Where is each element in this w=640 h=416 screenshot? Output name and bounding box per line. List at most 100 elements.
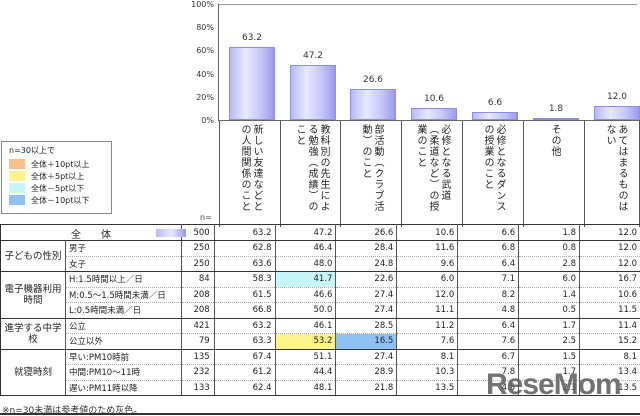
- value-cell: 27.4: [335, 302, 397, 319]
- legend-swatch: [9, 183, 25, 193]
- bar-value-label: 10.6: [423, 93, 445, 104]
- column-header: その他: [523, 121, 584, 227]
- bar-value-label: 6.6: [487, 98, 503, 109]
- legend-label: 全体＋5pt以上: [31, 171, 85, 181]
- value-cell: 10.6: [579, 287, 640, 303]
- table-row: 就寝時刻 早い:PM10時前 135 67.4 51.1 27.4 8.1 6.7 1.5 8.1: [0, 349, 640, 396]
- value-cell: 53.2: [274, 333, 336, 350]
- legend-item: 全体＋5pt以上: [9, 170, 111, 182]
- value-cell: 2.3: [518, 380, 580, 396]
- y-tick: 20%: [196, 93, 214, 102]
- n-value: 135: [180, 349, 215, 365]
- value-cell: 63.2: [213, 224, 276, 241]
- value-cell: 1.7: [518, 318, 580, 334]
- value-cell: 0.8: [518, 240, 580, 257]
- row-label: 公立: [65, 318, 182, 334]
- bar: [350, 89, 396, 120]
- value-cell: 12.0: [579, 224, 640, 241]
- column-header: 教科別の先生による勉強（成績）のこと: [280, 121, 341, 227]
- value-cell: 48.1: [274, 380, 336, 396]
- group-label: 就寝時刻: [0, 349, 67, 396]
- n-value: 84: [180, 271, 215, 288]
- value-cell: 6.4: [457, 318, 519, 334]
- value-cell: 6.7: [457, 349, 519, 365]
- value-cell: 4.8: [457, 302, 519, 319]
- n-value: 232: [180, 364, 215, 381]
- table-row: 進学する中学校 公立 421 63.2 46.1 28.5 11.2 6.4 1.7 11.4: [0, 318, 640, 350]
- table-row: 電子機器利用時間 H:1.5時間以上／日 84 58.3 41.7 22.6 6.0 7.1 6…: [0, 271, 640, 319]
- value-cell: 7.6: [457, 333, 519, 350]
- value-cell: 27.4: [335, 349, 397, 365]
- n-value: 421: [180, 318, 215, 334]
- total-label: 全 体: [71, 230, 111, 241]
- value-cell: 16.7: [579, 271, 640, 288]
- value-cell: 28.5: [335, 318, 397, 334]
- value-cell: 46.6: [274, 287, 336, 303]
- bar-value-label: 12.0: [606, 92, 628, 103]
- legend-title: n=30以上で: [9, 146, 55, 155]
- value-cell: 28.4: [335, 240, 397, 257]
- legend-label: 全体－10pt以下: [31, 195, 90, 205]
- bar-value-label: 1.8: [548, 103, 564, 114]
- legend: n=30以上で 全体＋10pt以上 全体＋5pt以上 全体－5pt以下 全体－10pt…: [1, 141, 112, 214]
- table-row: 女子 250 63.6 48.0 24.8 9.6 6.4 2.8 12.0: [1, 256, 640, 272]
- value-cell: 11.6: [396, 240, 458, 257]
- column-header-label: あてはまるものはない: [604, 124, 627, 212]
- column-header-label: 新しい友達などとの人間関係のこと: [239, 124, 262, 212]
- bar: [472, 112, 518, 120]
- value-cell: 13.5: [396, 380, 458, 396]
- column-header-label: 必修となる武道（柔道など）の授業のこと: [415, 124, 450, 212]
- table-row: 子どもの性別 男子 250 62.8 46.4 28.4 11.6 6.8 0.8 12.0: [0, 240, 640, 272]
- bar: [533, 117, 579, 120]
- value-cell: 6.0: [518, 271, 580, 288]
- value-cell: 6.0: [396, 271, 458, 288]
- legend-swatch: [9, 195, 25, 205]
- group-label: 電子機器利用時間: [0, 271, 67, 319]
- table-row: L:0.5時間未満／日 208 66.8 50.0 27.4 11.1 4.8 0.5 11.5: [1, 302, 640, 319]
- bar: [411, 107, 457, 120]
- y-axis: [218, 4, 219, 121]
- footnote: ※n=30未満は参考値のため灰色。: [2, 406, 143, 416]
- n-value: 133: [180, 380, 215, 396]
- legend-item: 全体－10pt以下: [9, 194, 111, 206]
- value-cell: 41.7: [274, 271, 336, 288]
- value-cell: 58.3: [213, 271, 276, 288]
- value-cell: 22.6: [335, 271, 397, 288]
- value-cell: 10.3: [396, 364, 458, 381]
- n-header: n=: [200, 213, 212, 222]
- row-label: L:0.5時間未満／日: [65, 302, 182, 319]
- value-cell: 15.2: [579, 333, 640, 350]
- value-cell: 7.1: [457, 271, 519, 288]
- value-cell: 16.5: [335, 333, 397, 350]
- value-cell: 12.0: [396, 287, 458, 303]
- y-tick: 40%: [196, 70, 214, 79]
- value-cell: 0.5: [518, 302, 580, 319]
- row-label: 早い:PM10時前: [65, 349, 182, 365]
- legend-item: 全体＋10pt以上: [9, 158, 111, 170]
- n-value: 208: [180, 302, 215, 319]
- plot-area: [219, 4, 637, 122]
- divider: [0, 413, 640, 415]
- bar-value-label: 47.2: [302, 51, 324, 62]
- value-cell: 26.6: [335, 224, 397, 241]
- legend-label: 全体－5pt以下: [31, 183, 85, 193]
- value-cell: 44.4: [274, 364, 336, 381]
- table-row: 中間:PM10～11時 232 61.2 44.4 28.9 10.3 7.8 1.7 13.4: [1, 364, 640, 381]
- value-cell: 1.4: [518, 287, 580, 303]
- n-value: 250: [180, 240, 215, 257]
- watermark-logo: ReseMom: [486, 368, 622, 401]
- value-cell: 63.6: [213, 256, 276, 272]
- value-cell: 13.5: [579, 380, 640, 396]
- table-row: 公立以外 79 63.3 53.2 16.5 7.6 7.6 2.5 15.2: [1, 333, 640, 350]
- legend-swatch: [9, 159, 25, 169]
- value-cell: 13.4: [579, 364, 640, 381]
- n-value: 250: [180, 256, 215, 272]
- column-header: 新しい友達などとの人間関係のこと: [219, 121, 280, 227]
- value-cell: 46.1: [274, 318, 336, 334]
- row-label: 公立以外: [65, 333, 182, 350]
- y-tick: 80%: [196, 23, 214, 32]
- value-cell: 62.8: [213, 240, 276, 257]
- bar: [594, 106, 640, 120]
- column-header: あてはまるものはない: [584, 121, 640, 227]
- row-label: H:1.5時間以上／日: [65, 271, 182, 288]
